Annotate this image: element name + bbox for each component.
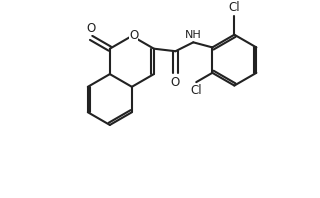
Text: O: O bbox=[129, 30, 139, 43]
Text: Cl: Cl bbox=[228, 1, 240, 14]
Text: NH: NH bbox=[185, 30, 202, 40]
Text: O: O bbox=[86, 22, 96, 35]
Text: Cl: Cl bbox=[190, 84, 202, 97]
Text: O: O bbox=[171, 76, 180, 89]
